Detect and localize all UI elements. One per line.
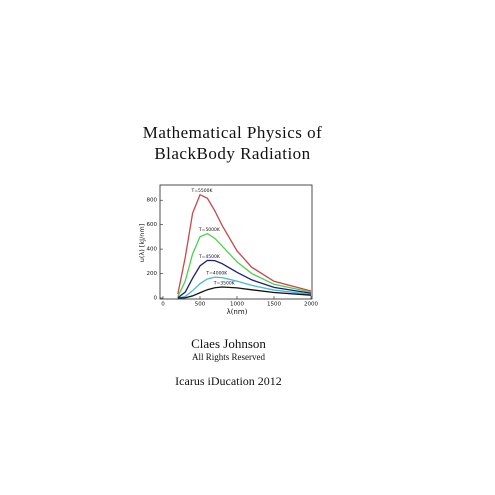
publisher: Icarus iDucation 2012 (175, 374, 282, 388)
rights: All Rights Reserved (192, 352, 265, 362)
x-tick-label: 500 (195, 302, 206, 308)
series-line (177, 276, 312, 299)
series-label: T=5000K (198, 227, 221, 233)
series-line (177, 286, 312, 299)
title-line: BlackBody Radiation (154, 144, 311, 163)
series-line (177, 259, 312, 299)
series-label: T=5500K (191, 188, 214, 194)
series-label: T=4500K (198, 254, 221, 260)
y-axis-label: u(λ) [kJ/nm] (138, 224, 146, 263)
y-tick-label: 600 (147, 222, 158, 228)
series-label: T=3500K (213, 281, 236, 287)
series-line (177, 193, 312, 295)
author: Claes Johnson (191, 336, 266, 351)
x-axis-label: λ(nm) (227, 308, 248, 316)
x-tick-label: 1500 (267, 302, 281, 308)
y-tick-label: 800 (147, 198, 158, 204)
x-tick-label: 0 (161, 302, 165, 308)
y-tick-label: 400 (147, 247, 158, 253)
y-tick-label: 200 (147, 271, 158, 277)
series-label: T=4000K (205, 271, 228, 277)
y-tick-label: 0 (154, 296, 158, 302)
series-line (177, 232, 312, 298)
x-tick-label: 2000 (304, 302, 318, 308)
x-tick-label: 1000 (230, 302, 244, 308)
chart: 0 200 400 600 800 0 500 1000 1500 2000 λ(nm) u(λ) [… (138, 184, 318, 316)
title-line: Mathematical Physics of (142, 123, 323, 142)
plot-frame (159, 184, 313, 300)
